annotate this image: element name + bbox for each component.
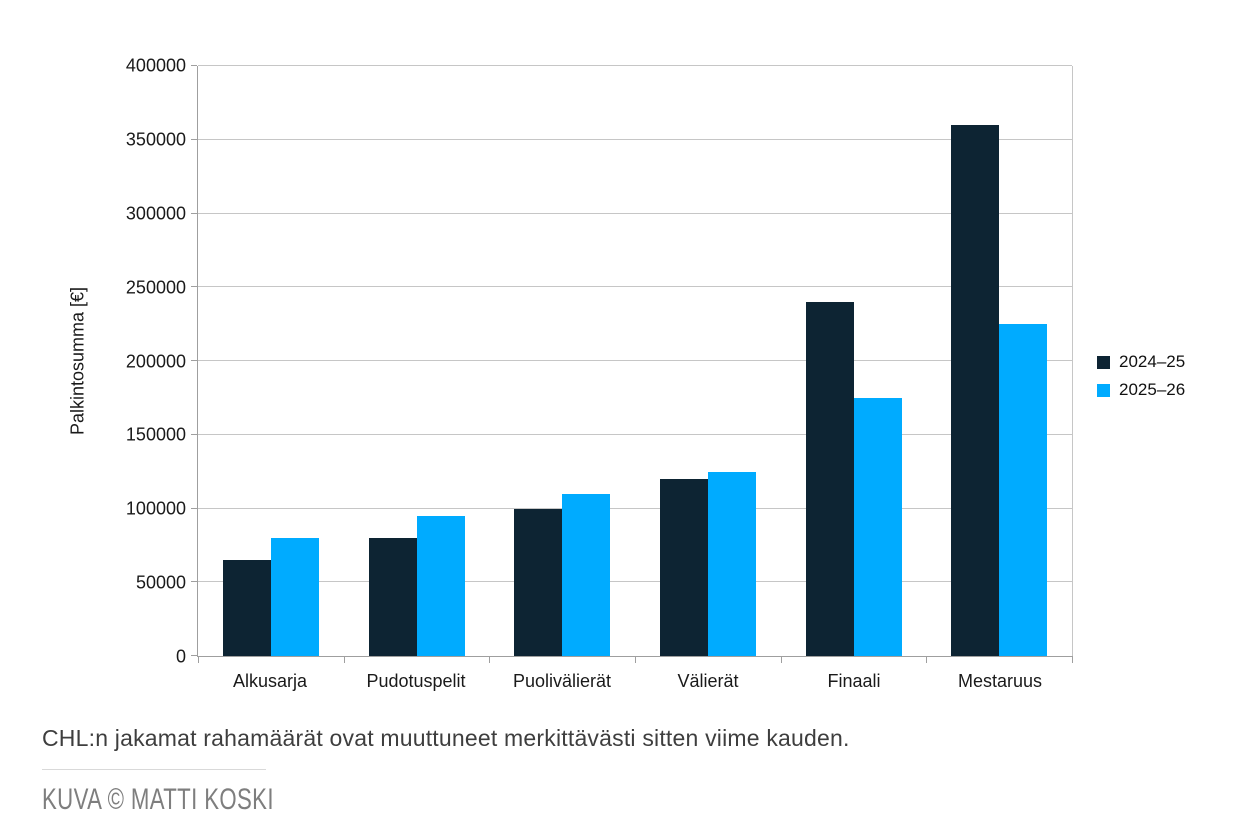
bar-group-Alkusarja xyxy=(198,66,344,656)
bar-2025–26-Pudotuspelit xyxy=(416,515,465,656)
gridline-y-350000 xyxy=(198,138,1072,140)
legend-item-2025-26: 2025–26 xyxy=(1097,380,1185,400)
bar-group-Finaali xyxy=(781,66,927,656)
bar-group-Mestaruus xyxy=(926,66,1072,656)
bar-2024–25-Pudotuspelit xyxy=(368,538,417,656)
bar-2025–26-Välierät xyxy=(708,471,756,656)
y-tick-label-350000: 350000 xyxy=(125,129,186,150)
y-tick-label-50000: 50000 xyxy=(135,572,186,593)
bar-2025–26-Puolivälierät xyxy=(562,493,611,656)
y-tick-label-250000: 250000 xyxy=(125,277,186,298)
y-tick-mark-100000 xyxy=(191,507,197,509)
x-tick-mark-4 xyxy=(780,656,782,663)
bar-2024–25-Finaali xyxy=(805,302,854,656)
y-tick-mark-200000 xyxy=(191,360,197,361)
bar-2024–25-Alkusarja xyxy=(223,560,271,656)
x-tick-mark-0 xyxy=(198,656,199,663)
bar-group-Välierät xyxy=(635,66,781,656)
photo-credit: KUVA © MATTI KOSKI xyxy=(42,783,274,816)
y-tick-label-300000: 300000 xyxy=(125,203,186,224)
gridline-y-100000 xyxy=(198,507,1072,509)
bar-2025–26-Mestaruus xyxy=(999,324,1048,656)
y-tick-mark-0 xyxy=(191,655,197,656)
legend: 2024–25 2025–26 xyxy=(1097,352,1185,408)
gridline-y-50000 xyxy=(198,581,1072,583)
bar-group-Puolivälierät xyxy=(489,66,635,656)
caption-text: CHL:n jakamat rahamäärät ovat muuttuneet… xyxy=(42,725,850,751)
plot-area xyxy=(191,65,1073,663)
y-axis-tick-labels: 0 50000 100000 150000 200000 250000 300000 3500… xyxy=(0,56,186,667)
x-tick-label-Alkusarja: Alkusarja xyxy=(232,671,307,691)
y-tick-mark-300000 xyxy=(191,212,197,214)
bar-2024–25-Puolivälierät xyxy=(514,508,563,656)
y-tick-label-0: 0 xyxy=(175,646,186,667)
legend-swatch-2024-25 xyxy=(1097,355,1110,369)
x-tick-mark-3 xyxy=(635,656,636,663)
caption-credit-divider xyxy=(42,769,266,770)
legend-item-2024-25: 2024–25 xyxy=(1097,352,1185,372)
x-axis-tick-labels: Alkusarja Pudotuspelit Puolivälierät Välier… xyxy=(197,671,1073,695)
legend-label-2024-25: 2024–25 xyxy=(1119,352,1186,371)
x-tick-label-Mestaruus: Mestaruus xyxy=(957,671,1043,691)
x-tick-label-Puolivälierät: Puolivälierät xyxy=(512,671,612,691)
x-tick-mark-1 xyxy=(343,656,345,663)
x-tick-mark-2 xyxy=(489,656,491,663)
gridline-y-300000 xyxy=(198,212,1072,214)
gridline-y-250000 xyxy=(198,286,1072,288)
y-tick-label-400000: 400000 xyxy=(125,55,186,76)
gridline-y-200000 xyxy=(198,360,1072,361)
x-tick-mark-6 xyxy=(1072,656,1073,663)
bar-2024–25-Välierät xyxy=(660,479,708,656)
x-tick-mark-5 xyxy=(926,656,928,663)
y-tick-mark-350000 xyxy=(191,138,197,140)
y-tick-mark-50000 xyxy=(191,581,197,583)
x-tick-label-Välierät: Välierät xyxy=(677,671,739,691)
y-tick-mark-250000 xyxy=(191,286,197,288)
bar-2025–26-Finaali xyxy=(853,397,902,656)
y-tick-mark-150000 xyxy=(191,433,197,435)
gridline-y-150000 xyxy=(198,433,1072,435)
bar-2024–25-Mestaruus xyxy=(951,125,1000,656)
bar-group-Pudotuspelit xyxy=(344,66,490,656)
gridline-y-400000 xyxy=(198,65,1072,66)
legend-swatch-2025-26 xyxy=(1097,383,1110,397)
x-tick-label-Finaali: Finaali xyxy=(827,671,881,691)
bar-2025–26-Alkusarja xyxy=(271,538,319,656)
y-tick-mark-400000 xyxy=(191,65,197,66)
legend-label-2025-26: 2025–26 xyxy=(1119,380,1186,399)
x-tick-label-Pudotuspelit: Pudotuspelit xyxy=(366,671,466,691)
y-tick-label-100000: 100000 xyxy=(125,498,186,519)
y-tick-label-150000: 150000 xyxy=(125,424,186,445)
y-tick-label-200000: 200000 xyxy=(125,351,186,371)
